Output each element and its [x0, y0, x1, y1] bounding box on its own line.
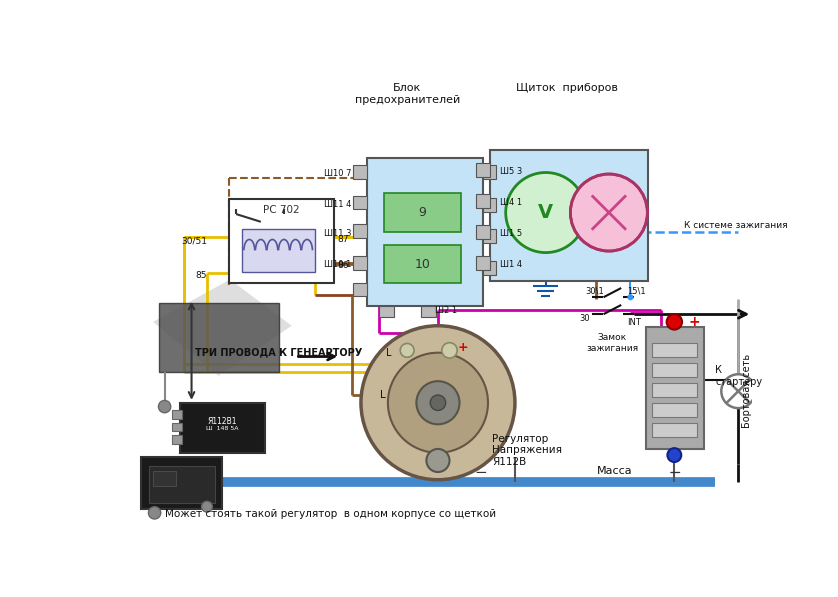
Text: 9: 9 — [419, 206, 427, 219]
Text: 30\1: 30\1 — [586, 287, 604, 296]
Bar — [652, 363, 697, 377]
Text: L: L — [380, 390, 385, 400]
Text: 10: 10 — [415, 258, 431, 270]
Text: Ш11 4: Ш11 4 — [324, 199, 352, 208]
Text: К системе зажигания: К системе зажигания — [685, 221, 788, 230]
Circle shape — [627, 228, 634, 236]
Text: К
стартеру: К стартеру — [715, 365, 763, 387]
Bar — [646, 327, 704, 449]
Circle shape — [442, 343, 458, 358]
Bar — [652, 403, 697, 417]
Bar — [476, 225, 489, 239]
Circle shape — [388, 353, 488, 453]
Bar — [652, 423, 697, 436]
Text: Ш11 3: Ш11 3 — [324, 229, 352, 238]
Bar — [367, 158, 483, 306]
Text: РС 702: РС 702 — [262, 205, 299, 215]
Text: Масса: Масса — [597, 466, 633, 476]
Circle shape — [416, 381, 459, 424]
Bar — [476, 163, 489, 177]
Text: Ш1 5: Ш1 5 — [499, 229, 522, 238]
Bar — [379, 306, 394, 317]
Circle shape — [628, 294, 634, 300]
Bar — [354, 256, 367, 269]
Circle shape — [202, 501, 212, 512]
Text: 30: 30 — [579, 313, 590, 322]
Circle shape — [505, 173, 586, 253]
Text: Ш10 1: Ш10 1 — [324, 260, 352, 269]
Circle shape — [148, 507, 161, 519]
Circle shape — [158, 401, 171, 413]
Bar — [173, 423, 182, 431]
Bar — [483, 229, 496, 242]
Text: Замок
зажигания: Замок зажигания — [586, 334, 638, 353]
Text: Ш4 1: Ш4 1 — [499, 198, 522, 207]
Text: Ш5 3: Ш5 3 — [499, 167, 522, 176]
Text: Ш1 4: Ш1 4 — [499, 260, 522, 269]
Text: +: + — [458, 341, 468, 354]
Circle shape — [361, 326, 515, 480]
Circle shape — [722, 374, 755, 408]
Text: 30/51: 30/51 — [181, 236, 207, 245]
Text: L: L — [386, 347, 391, 358]
Circle shape — [667, 448, 681, 462]
Text: Я112В1: Я112В1 — [208, 417, 237, 426]
Bar — [142, 457, 222, 509]
Bar — [652, 383, 697, 396]
Bar — [354, 165, 367, 179]
Text: 87: 87 — [338, 235, 349, 244]
Circle shape — [427, 449, 449, 472]
Bar — [476, 256, 489, 269]
Bar — [354, 196, 367, 210]
Text: Ш2 1: Ш2 1 — [435, 306, 457, 315]
Bar — [384, 193, 461, 232]
Text: −: − — [669, 464, 681, 479]
Polygon shape — [153, 279, 292, 376]
Bar — [476, 194, 489, 208]
Bar — [159, 303, 278, 372]
Circle shape — [430, 395, 446, 411]
Bar — [173, 435, 182, 444]
Text: V: V — [538, 203, 553, 222]
Text: Блок
предохранителей: Блок предохранителей — [354, 83, 460, 105]
Text: ТРИ ПРОВОДА К ГЕНЕАРТОРУ: ТРИ ПРОВОДА К ГЕНЕАРТОРУ — [195, 347, 363, 358]
Bar — [652, 343, 697, 356]
Text: INT: INT — [628, 318, 641, 327]
Text: −: − — [669, 466, 680, 480]
Text: Щиток  приборов: Щиток приборов — [516, 83, 618, 93]
Bar — [354, 224, 367, 238]
Text: Ш10 7: Ш10 7 — [324, 169, 352, 178]
Circle shape — [401, 343, 414, 358]
Bar — [384, 245, 461, 284]
Bar — [354, 282, 367, 297]
Bar — [483, 261, 496, 275]
Circle shape — [571, 174, 648, 251]
Text: Может стоять такой регулятор  в одном корпусе со щеткой: Может стоять такой регулятор в одном кор… — [164, 509, 496, 519]
Text: 86: 86 — [338, 261, 349, 270]
Text: 85: 85 — [195, 271, 207, 280]
Bar — [489, 150, 648, 281]
Bar — [421, 306, 437, 317]
Text: +: + — [688, 315, 700, 329]
Text: 15\1: 15\1 — [628, 287, 646, 296]
Bar — [173, 411, 182, 419]
Circle shape — [667, 314, 682, 330]
Bar — [149, 466, 215, 503]
Text: Ш  148 5А: Ш 148 5А — [206, 426, 239, 431]
Bar — [483, 165, 496, 179]
Text: Бортовая сеть: Бортовая сеть — [742, 354, 752, 428]
Bar — [180, 403, 265, 453]
Bar — [153, 470, 176, 486]
Text: −: − — [474, 464, 487, 479]
Text: Регулятор
Напряжения
Я112В: Регулятор Напряжения Я112В — [492, 433, 561, 467]
Bar — [483, 198, 496, 212]
Bar — [241, 229, 315, 272]
Bar — [229, 199, 334, 284]
